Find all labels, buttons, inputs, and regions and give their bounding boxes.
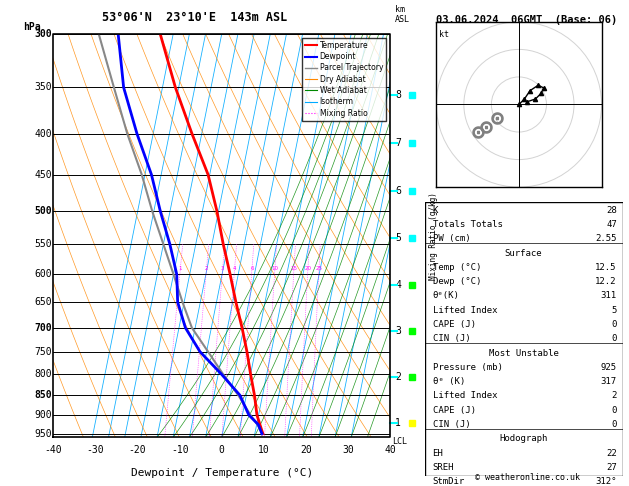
Text: 311: 311 <box>601 292 617 300</box>
Text: 3: 3 <box>395 326 401 336</box>
Text: 312°: 312° <box>595 477 617 486</box>
Text: -20: -20 <box>129 445 147 455</box>
Text: 03.06.2024  06GMT  (Base: 06): 03.06.2024 06GMT (Base: 06) <box>437 15 618 25</box>
Text: -30: -30 <box>87 445 104 455</box>
Text: 650: 650 <box>34 297 52 307</box>
Text: 27: 27 <box>606 463 617 472</box>
Text: Most Unstable: Most Unstable <box>489 348 559 358</box>
Text: 0: 0 <box>219 445 225 455</box>
Text: 0: 0 <box>611 334 617 343</box>
Text: 53°06'N  23°10'E  143m ASL: 53°06'N 23°10'E 143m ASL <box>102 11 287 24</box>
Text: 2: 2 <box>205 266 208 271</box>
Text: Mixing Ratio (g/kg): Mixing Ratio (g/kg) <box>429 192 438 279</box>
Text: 317: 317 <box>601 377 617 386</box>
Text: 6: 6 <box>395 186 401 196</box>
Text: 4: 4 <box>395 279 401 290</box>
Text: 750: 750 <box>34 347 52 357</box>
Text: 700: 700 <box>34 323 52 333</box>
Text: 10: 10 <box>258 445 270 455</box>
Text: PW (cm): PW (cm) <box>433 234 470 243</box>
Text: hPa: hPa <box>23 22 41 32</box>
Text: 12.2: 12.2 <box>595 277 617 286</box>
Text: θᵉ (K): θᵉ (K) <box>433 377 465 386</box>
Text: CIN (J): CIN (J) <box>433 334 470 343</box>
Text: 30: 30 <box>342 445 353 455</box>
Text: 15: 15 <box>291 266 298 271</box>
Text: LCL: LCL <box>392 437 407 446</box>
Text: 8: 8 <box>395 90 401 100</box>
Text: 600: 600 <box>34 269 52 279</box>
Legend: Temperature, Dewpoint, Parcel Trajectory, Dry Adiabat, Wet Adiabat, Isotherm, Mi: Temperature, Dewpoint, Parcel Trajectory… <box>302 38 386 121</box>
Text: 25: 25 <box>316 266 323 271</box>
Text: 4: 4 <box>233 266 237 271</box>
Text: EH: EH <box>433 449 443 457</box>
Text: 850: 850 <box>34 390 52 400</box>
Text: Dewp (°C): Dewp (°C) <box>433 277 481 286</box>
Text: 20: 20 <box>304 266 311 271</box>
Text: SREH: SREH <box>433 463 454 472</box>
Text: 0: 0 <box>611 320 617 329</box>
Text: 550: 550 <box>34 239 52 249</box>
Text: 28: 28 <box>606 206 617 215</box>
Text: Pressure (mb): Pressure (mb) <box>433 363 503 372</box>
Text: 0: 0 <box>611 406 617 415</box>
Text: Temp (°C): Temp (°C) <box>433 263 481 272</box>
Text: Totals Totals: Totals Totals <box>433 220 503 229</box>
Text: 5: 5 <box>395 233 401 243</box>
Text: 1: 1 <box>395 417 401 428</box>
Text: 500: 500 <box>34 206 52 216</box>
Text: 2: 2 <box>611 391 617 400</box>
Text: CAPE (J): CAPE (J) <box>433 406 476 415</box>
Text: 22: 22 <box>606 449 617 457</box>
Text: 1: 1 <box>179 266 182 271</box>
Text: Dewpoint / Temperature (°C): Dewpoint / Temperature (°C) <box>131 468 313 478</box>
Text: 400: 400 <box>34 129 52 139</box>
Text: 925: 925 <box>601 363 617 372</box>
Text: 10: 10 <box>272 266 279 271</box>
Text: 40: 40 <box>384 445 396 455</box>
Text: km
ASL: km ASL <box>395 5 410 24</box>
Text: © weatheronline.co.uk: © weatheronline.co.uk <box>475 473 579 482</box>
Text: 20: 20 <box>300 445 312 455</box>
Text: 2: 2 <box>395 372 401 382</box>
Text: 12.5: 12.5 <box>595 263 617 272</box>
Text: 300: 300 <box>34 29 52 39</box>
Text: θᵉ(K): θᵉ(K) <box>433 292 459 300</box>
Text: 6: 6 <box>250 266 253 271</box>
Text: -10: -10 <box>171 445 189 455</box>
Text: CIN (J): CIN (J) <box>433 420 470 429</box>
Text: 900: 900 <box>34 410 52 420</box>
Text: 350: 350 <box>34 83 52 92</box>
Text: -40: -40 <box>45 445 62 455</box>
Text: K: K <box>433 206 438 215</box>
Text: Lifted Index: Lifted Index <box>433 391 497 400</box>
Text: 950: 950 <box>34 429 52 439</box>
Text: 5: 5 <box>611 306 617 315</box>
Text: CAPE (J): CAPE (J) <box>433 320 476 329</box>
Text: Hodograph: Hodograph <box>499 434 548 443</box>
Text: 800: 800 <box>34 369 52 379</box>
Text: 0: 0 <box>611 420 617 429</box>
Text: 450: 450 <box>34 170 52 180</box>
Text: 3: 3 <box>221 266 225 271</box>
Text: 7: 7 <box>395 138 401 148</box>
Text: Surface: Surface <box>505 249 542 258</box>
Text: kt: kt <box>439 30 449 39</box>
Text: StmDir: StmDir <box>433 477 465 486</box>
Text: 47: 47 <box>606 220 617 229</box>
Text: 2.55: 2.55 <box>595 234 617 243</box>
Text: Lifted Index: Lifted Index <box>433 306 497 315</box>
